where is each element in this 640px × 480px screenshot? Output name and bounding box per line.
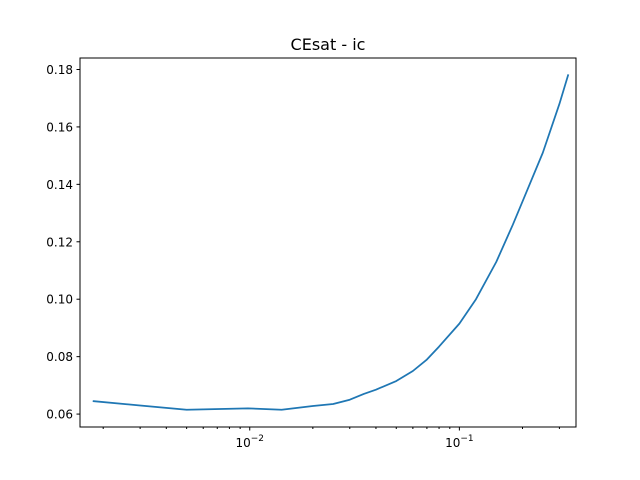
x-tick-label: 10−1	[445, 434, 474, 450]
y-tick-label: 0.12	[46, 235, 73, 249]
y-tick-label: 0.16	[46, 120, 73, 134]
x-axis: 10−2 10−1	[102, 427, 560, 450]
series-layer	[92, 74, 570, 411]
x-tick-label: 10−2	[235, 434, 264, 450]
y-tick-label: 0.18	[46, 63, 73, 77]
y-tick-label: 0.14	[46, 178, 73, 192]
x-tick-label-base: 10	[445, 436, 460, 450]
x-tick-label-base: 10	[235, 436, 250, 450]
y-axis: 0.06 0.08 0.10 0.12 0.14 0.16 0.18	[46, 63, 80, 422]
plot-frame	[79, 57, 577, 428]
y-tick-label: 0.08	[46, 350, 73, 364]
y-tick-label: 0.10	[46, 293, 73, 307]
x-tick-label-exponent: −2	[251, 434, 264, 444]
plot-area	[79, 57, 577, 428]
chart-title: CEsat - ic	[291, 35, 366, 54]
x-tick-label-exponent: −1	[460, 434, 473, 444]
y-tick-label: 0.06	[46, 408, 73, 422]
series-line-0	[92, 74, 570, 411]
